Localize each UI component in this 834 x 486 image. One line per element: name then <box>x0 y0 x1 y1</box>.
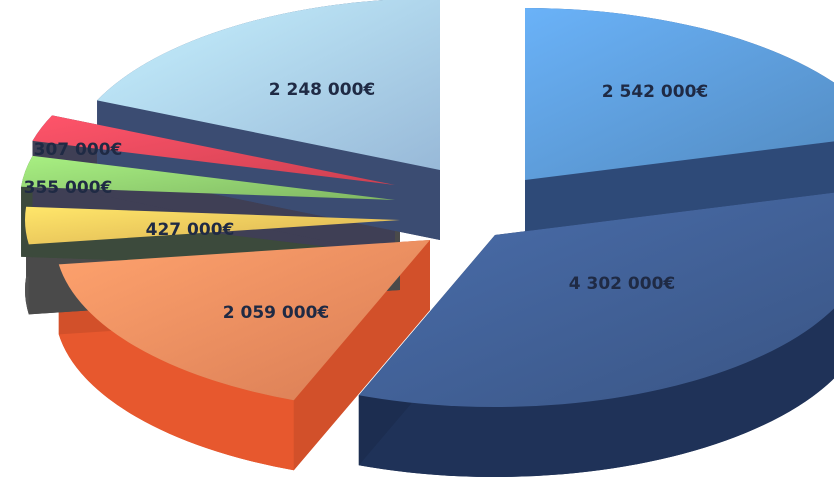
pie-slice-2248000 <box>97 0 440 170</box>
pie-slice-rim <box>58 264 294 471</box>
pie-slice-rim <box>358 308 834 477</box>
slice-label-427000: 427 000€ <box>146 220 235 240</box>
slice-label-2542000: 2 542 000€ <box>602 82 708 102</box>
pie-labels: 2 542 000€ 4 302 000€ 2 059 000€ 427 000… <box>24 80 709 323</box>
pie-slice-4302000 <box>358 192 834 407</box>
slice-label-2059000: 2 059 000€ <box>223 303 329 323</box>
pie-slice-307000 <box>32 115 395 185</box>
pie-slice-2542000 <box>525 8 834 180</box>
pie-slice-355000 <box>21 155 395 200</box>
slice-label-4302000: 4 302 000€ <box>569 274 675 294</box>
pie-slice-wall <box>97 100 441 241</box>
pie-slice-2059000 <box>58 240 430 401</box>
slice-label-2248000: 2 248 000€ <box>269 80 375 100</box>
pie-slice-427000 <box>25 206 401 245</box>
slice-label-307000: 307 000€ <box>34 140 123 160</box>
slice-label-355000: 355 000€ <box>24 178 113 198</box>
pie-tops <box>21 0 834 407</box>
